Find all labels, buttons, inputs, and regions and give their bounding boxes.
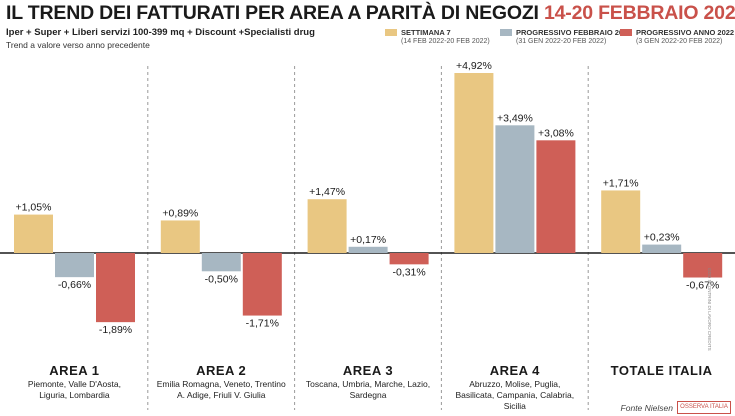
legend-swatch <box>620 29 632 36</box>
page-title: IL TREND DEI FATTURATI PER AREA A PARITÀ… <box>6 2 735 25</box>
subtitle: Iper + Super + Liberi servizi 100-399 mq… <box>6 27 315 38</box>
data-label: +3,49% <box>497 112 533 124</box>
data-label: -1,71% <box>246 318 279 330</box>
bar-3 <box>389 253 429 265</box>
category-label: AREA 1 <box>49 363 99 378</box>
category-label: AREA 3 <box>343 363 393 378</box>
bar-2 <box>201 253 241 272</box>
publisher-logo: OSSERVA ITALIA <box>677 401 731 414</box>
category-label: AREA 2 <box>196 363 246 378</box>
bar-2 <box>642 244 682 253</box>
bar-1 <box>14 214 53 253</box>
category-detail: Sicilia <box>504 401 526 411</box>
category-detail: A. Adige, Friuli V. Giulia <box>177 390 266 400</box>
category-detail: Toscana, Umbria, Marche, Lazio, <box>306 379 430 389</box>
data-label: +0,89% <box>162 207 198 219</box>
chart-note: Trend a valore verso anno precedente <box>6 40 150 50</box>
data-label: +4,92% <box>456 60 492 72</box>
category-detail: Liguria, Lombardia <box>39 390 110 400</box>
data-label: -0,66% <box>58 279 91 291</box>
data-label: +3,08% <box>538 127 574 139</box>
category-label: TOTALE ITALIA <box>611 363 713 378</box>
category-detail: Sardegna <box>350 390 387 400</box>
legend-period: (31 GEN 2022-20 FEB 2022) <box>516 38 607 45</box>
bar-3 <box>96 253 135 323</box>
data-label: +0,17% <box>350 234 386 246</box>
legend-label: PROGRESSIVO FEBBRAIO 2022 <box>516 28 632 37</box>
category-detail: Abruzzo, Molise, Puglia, <box>469 379 560 389</box>
category-detail: Piemonte, Valle D'Aosta, <box>28 379 121 389</box>
bar-2 <box>495 125 535 253</box>
bar-1 <box>307 199 347 253</box>
data-label: +1,71% <box>603 177 639 189</box>
data-label: -0,31% <box>392 266 425 278</box>
data-label: +0,23% <box>644 232 680 244</box>
bar-3 <box>536 140 576 253</box>
data-label: +1,47% <box>309 186 345 198</box>
title-dates: 14-20 FEBBRAIO 2022 <box>543 2 735 24</box>
legend-swatch <box>385 29 397 36</box>
legend-period: (3 GEN 2022-20 FEB 2022) <box>636 38 723 45</box>
bar-3 <box>683 253 723 278</box>
category-detail: Basilicata, Campania, Calabria, <box>456 390 575 400</box>
bar-1 <box>601 190 641 253</box>
bar-1 <box>454 73 494 253</box>
source-credit: Fonte Nielsen <box>620 403 673 413</box>
data-label: -0,50% <box>205 273 238 285</box>
data-label: -0,67% <box>686 280 719 292</box>
data-label: +1,05% <box>16 202 52 214</box>
bar-3 <box>242 253 282 316</box>
legend-swatch <box>500 29 512 36</box>
category-detail: Emilia Romagna, Veneto, Trentino <box>157 379 286 389</box>
legend-label: PROGRESSIVO ANNO 2022 <box>636 28 735 37</box>
legend-label: SETTIMANA 7 <box>401 28 451 37</box>
category-label: AREA 4 <box>490 363 540 378</box>
bar-2 <box>348 246 388 253</box>
bar-1 <box>160 220 200 253</box>
side-credit: GDO SCONTRINI DI LAVORO CREDITS <box>707 268 712 351</box>
bar-2 <box>55 253 94 278</box>
legend-period: (14 FEB 2022-20 FEB 2022) <box>401 38 490 45</box>
title-main: IL TREND DEI FATTURATI PER AREA A PARITÀ… <box>6 2 544 24</box>
data-label: -1,89% <box>99 324 132 336</box>
